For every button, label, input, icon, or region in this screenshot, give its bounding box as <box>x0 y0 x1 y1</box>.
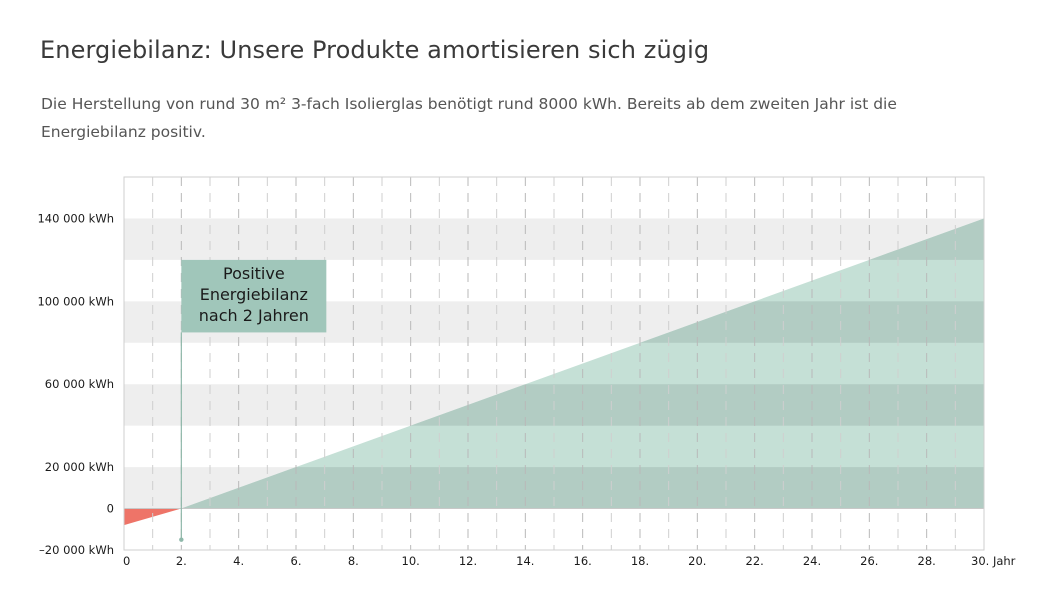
plot-frame <box>123 176 985 551</box>
y-tick-label: 100 000 kWh <box>37 294 114 308</box>
x-tick-label: 8. <box>348 554 359 568</box>
y-tick-label: 140 000 kWh <box>37 211 114 225</box>
x-axis-ticks: 0 2. 4. 6. 8. 10. 12. 14. 16. 18. 20. 22. 24. 26. 28. 3… <box>123 554 1016 568</box>
callout-text-line: Positive <box>223 264 285 283</box>
y-tick-label: 0 <box>107 502 114 516</box>
x-tick-label: 6. <box>291 554 302 568</box>
x-tick-label: 12. <box>459 554 477 568</box>
x-tick-label: 2. <box>176 554 187 568</box>
x-tick-label: 0 <box>123 554 130 568</box>
y-tick-label: 20 000 kWh <box>45 460 114 474</box>
x-tick-label: 18. <box>631 554 649 568</box>
callout-box <box>181 259 327 333</box>
negative-balance-area <box>124 508 182 526</box>
x-tick-label: 14. <box>516 554 534 568</box>
x-tick-label: 16. <box>574 554 592 568</box>
x-tick-label: 26. <box>860 554 878 568</box>
x-tick-label: 22. <box>746 554 764 568</box>
page-title: Energiebilanz: Unsere Produkte amortisie… <box>40 36 710 64</box>
y-tick-label: –20 000 kWh <box>39 543 114 557</box>
x-tick-label: 24. <box>803 554 821 568</box>
grid-band <box>124 218 984 260</box>
x-tick-label: 30. Jahr <box>971 554 1016 568</box>
callout-dot <box>179 537 184 542</box>
y-axis-ticks: 140 000 kWh 100 000 kWh 60 000 kWh 20 000 k… <box>37 211 114 557</box>
callout-text-line: nach 2 Jahren <box>199 306 309 325</box>
callout-text-line: Energiebilanz <box>200 285 308 304</box>
y-tick-label: 60 000 kWh <box>45 377 114 391</box>
x-tick-label: 20. <box>688 554 706 568</box>
x-tick-label: 28. <box>918 554 936 568</box>
page-subtitle: Die Herstellung von rund 30 m² 3-fach Is… <box>41 95 897 141</box>
grid-layer <box>124 177 984 550</box>
x-tick-label: 4. <box>233 554 244 568</box>
x-tick-label: 10. <box>402 554 420 568</box>
annotation-layer: Positive Energiebilanz nach 2 Jahren <box>179 259 327 542</box>
